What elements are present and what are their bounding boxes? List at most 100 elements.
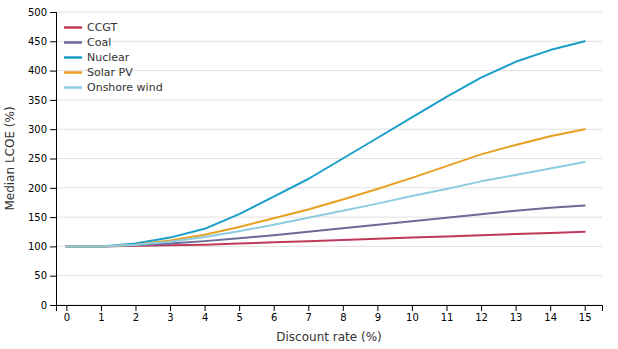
- y-tick: 500: [28, 7, 56, 18]
- tick-label: 7: [306, 312, 312, 323]
- series-line: [66, 41, 584, 246]
- tick-label: 150: [28, 212, 47, 223]
- tick-mark: [170, 305, 171, 311]
- x-tick: 13: [510, 305, 523, 323]
- tick-mark: [135, 305, 136, 311]
- tick-mark: [550, 305, 551, 311]
- series-line: [66, 162, 584, 246]
- tick-label: 400: [28, 65, 47, 76]
- tick-mark: [50, 41, 56, 42]
- tick-label: 13: [510, 312, 523, 323]
- axis-line: [50, 13, 57, 306]
- y-tick: 450: [28, 36, 56, 47]
- legend-swatch: [64, 41, 82, 44]
- y-tick: 150: [28, 212, 56, 223]
- chart: 0123456789101112131415050100150200250300…: [0, 0, 618, 349]
- x-tick: 5: [236, 305, 242, 323]
- tick-mark: [446, 305, 447, 311]
- plot-area: 0123456789101112131415050100150200250300…: [28, 7, 603, 323]
- tick-label: 5: [236, 312, 242, 323]
- grid-line: [56, 12, 602, 13]
- legend-label: Nuclear: [87, 51, 130, 64]
- tick-mark: [205, 305, 206, 311]
- tick-mark: [308, 305, 309, 311]
- x-tick: 4: [202, 305, 208, 323]
- tick-mark: [50, 217, 56, 218]
- legend-swatch: [64, 86, 82, 89]
- x-tick: 8: [340, 305, 346, 323]
- tick-mark: [412, 305, 413, 311]
- tick-mark: [343, 305, 344, 311]
- x-tick: 3: [167, 305, 173, 323]
- x-tick: 7: [306, 305, 312, 323]
- tick-mark: [66, 305, 67, 311]
- legend-label: Onshore wind: [87, 81, 163, 94]
- y-tick: 100: [28, 241, 56, 252]
- legend-item: CCGT: [64, 21, 117, 34]
- tick-label: 0: [41, 300, 47, 311]
- tick-mark: [516, 305, 517, 311]
- tick-label: 1: [98, 312, 104, 323]
- grid-line: [56, 217, 602, 218]
- grid-line: [56, 41, 602, 42]
- y-tick: 50: [34, 270, 56, 281]
- tick-mark: [377, 305, 378, 311]
- grid-line: [56, 99, 602, 100]
- tick-mark: [50, 305, 56, 306]
- y-axis-title: Median LCOE (%): [3, 106, 17, 210]
- tick-label: 8: [340, 312, 346, 323]
- x-tick: 12: [475, 305, 488, 323]
- tick-label: 250: [28, 153, 47, 164]
- tick-mark: [101, 305, 102, 311]
- series-line: [66, 205, 584, 246]
- x-axis: 0123456789101112131415: [57, 305, 603, 323]
- tick-mark: [50, 100, 56, 101]
- tick-label: 10: [406, 312, 419, 323]
- legend-label: CCGT: [87, 21, 117, 34]
- tick-mark: [50, 129, 56, 130]
- series-line: [66, 129, 584, 246]
- y-axis: 0 50 100 150 200 250 300 350 400 450 500: [28, 7, 57, 311]
- legend-label: Coal: [87, 36, 111, 49]
- tick-label: 2: [133, 312, 139, 323]
- tick-mark: [50, 12, 56, 13]
- y-tick: 400: [28, 65, 56, 76]
- x-tick: 6: [271, 305, 277, 323]
- grid-line: [56, 275, 602, 276]
- grid-line: [56, 187, 602, 188]
- grid-line: [56, 129, 602, 130]
- legend-item: Onshore wind: [64, 81, 163, 94]
- tick-label: 11: [441, 312, 454, 323]
- tick-label: 9: [375, 312, 381, 323]
- grid-line: [56, 158, 602, 159]
- tick-label: 500: [28, 7, 47, 18]
- y-tick: 200: [28, 183, 56, 194]
- tick-label: 0: [64, 312, 70, 323]
- tick-label: 4: [202, 312, 208, 323]
- tick-label: 450: [28, 36, 47, 47]
- legend-item: Nuclear: [64, 51, 130, 64]
- legend-item: Coal: [64, 36, 111, 49]
- tick-mark: [481, 305, 482, 311]
- y-tick: 350: [28, 95, 56, 106]
- tick-mark: [585, 305, 586, 311]
- tick-label: 300: [28, 124, 47, 135]
- x-tick: 15: [579, 305, 592, 323]
- tick-mark: [50, 159, 56, 160]
- tick-mark: [50, 71, 56, 72]
- x-axis-title: Discount rate (%): [276, 330, 381, 344]
- y-tick: 0: [41, 300, 56, 311]
- x-tick: 11: [441, 305, 454, 323]
- tick-label: 350: [28, 95, 47, 106]
- x-tick: 10: [406, 305, 419, 323]
- tick-label: 14: [544, 312, 557, 323]
- tick-label: 3: [167, 312, 173, 323]
- tick-label: 100: [28, 241, 47, 252]
- tick-label: 50: [34, 270, 47, 281]
- tick-mark: [50, 276, 56, 277]
- legend-swatch: [64, 56, 82, 59]
- tick-mark: [50, 188, 56, 189]
- tick-label: 6: [271, 312, 277, 323]
- y-tick: 250: [28, 153, 56, 164]
- tick-label: 200: [28, 183, 47, 194]
